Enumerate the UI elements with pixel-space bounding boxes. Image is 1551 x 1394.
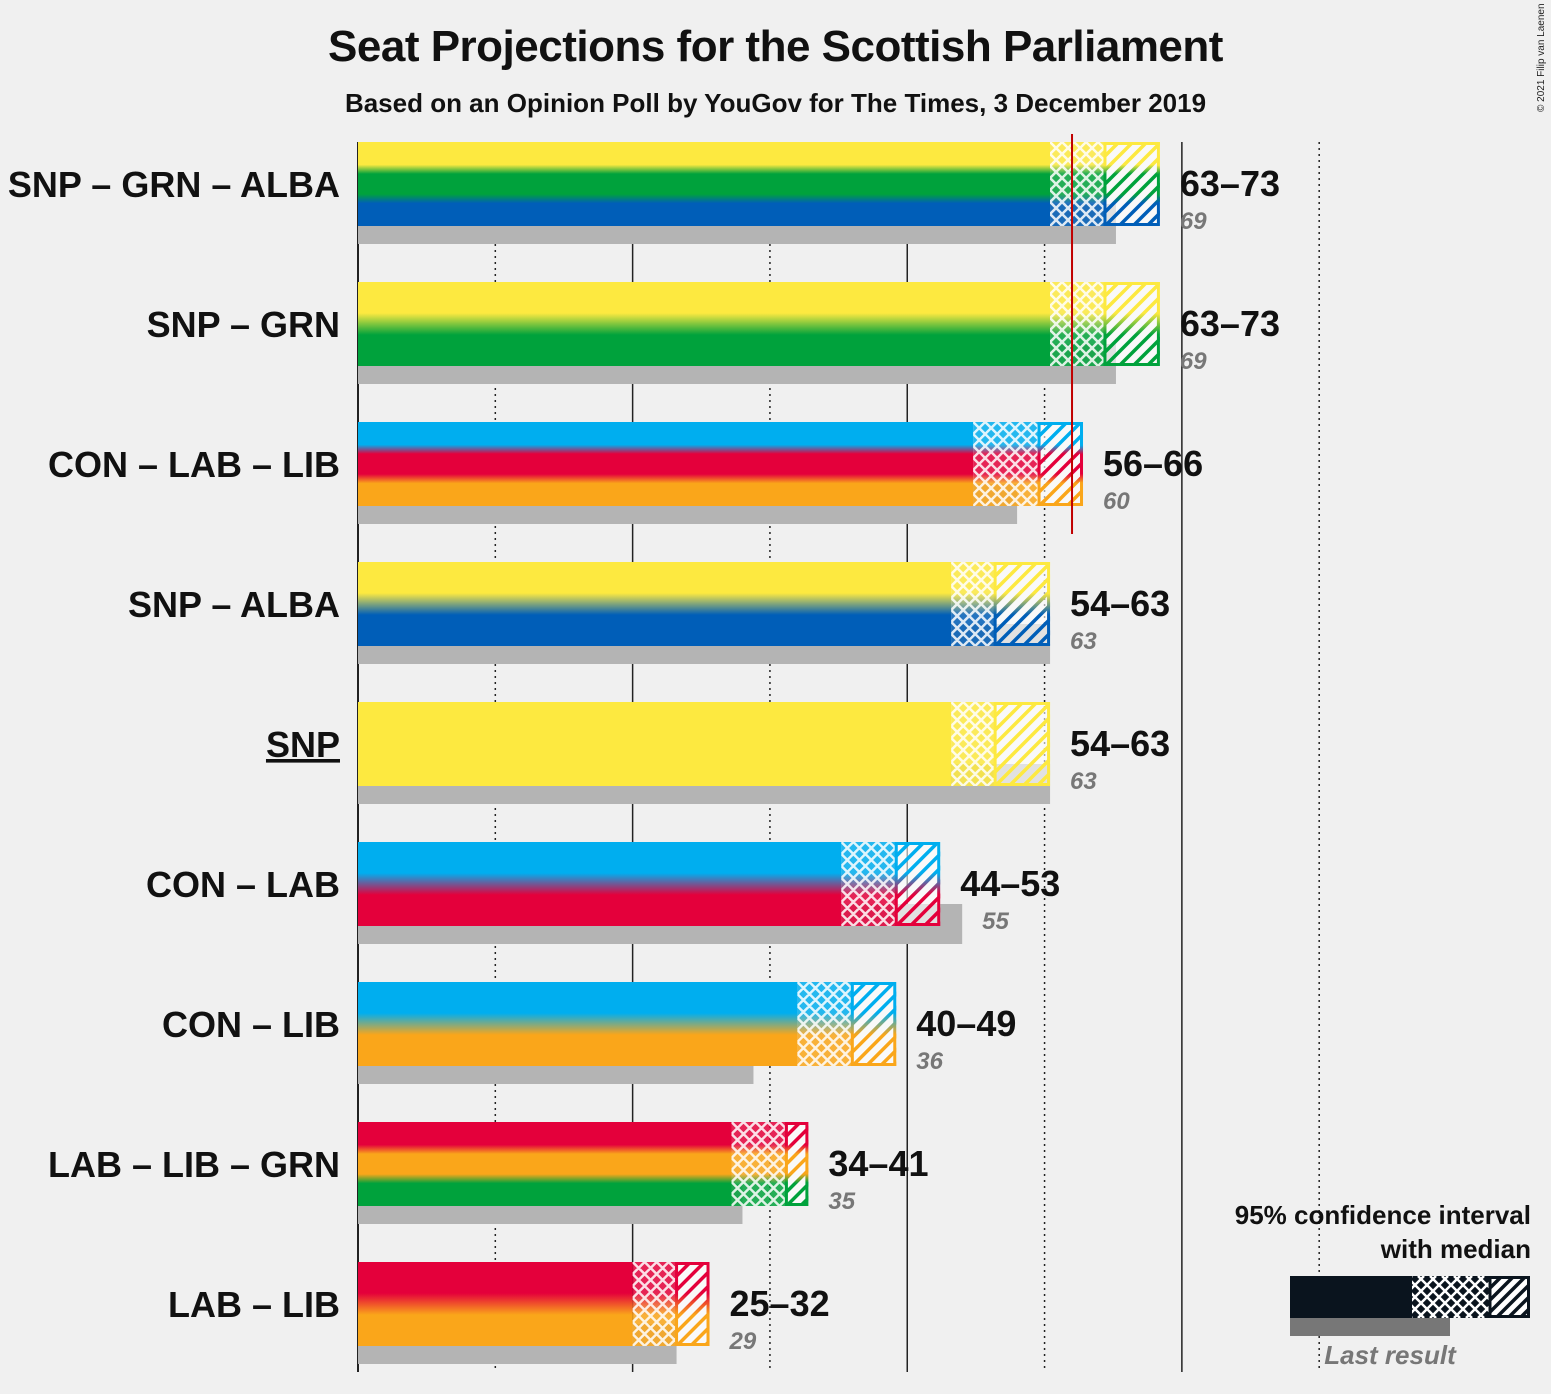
legend xyxy=(1290,1276,1530,1336)
last-result-label: 29 xyxy=(729,1328,757,1355)
chart-row: SNP – GRN 63–73 69 xyxy=(147,282,1280,384)
last-result-label: 60 xyxy=(1103,488,1130,515)
range-label: 40–49 xyxy=(916,1003,1016,1044)
range-label: 25–32 xyxy=(730,1283,830,1324)
range-label: 54–63 xyxy=(1070,723,1170,764)
last-result-label: 63 xyxy=(1070,628,1097,655)
range-label: 63–73 xyxy=(1180,163,1280,204)
row-label: LAB – LIB xyxy=(168,1284,340,1325)
row-label: SNP – GRN – ALBA xyxy=(8,164,340,205)
bar-rows: SNP – GRN – ALBA 63–73 69 SNP – GRN 63–73 69 C… xyxy=(8,134,1280,1364)
projection-bar xyxy=(358,422,974,506)
interval-low-median xyxy=(797,982,853,1066)
chart-row: LAB – LIB 25–32 29 xyxy=(168,1262,830,1364)
chart-row: LAB – LIB – GRN 34–41 35 xyxy=(48,1122,928,1224)
legend-title-line1: 95% confidence interval xyxy=(1234,1200,1531,1230)
row-label: SNP – GRN xyxy=(147,304,340,345)
last-result-label: 69 xyxy=(1180,208,1207,235)
row-label: CON – LAB xyxy=(146,864,340,905)
interval-low-median xyxy=(951,702,996,786)
chart-title: Seat Projections for the Scottish Parlia… xyxy=(328,22,1223,71)
projection-bar xyxy=(358,142,1051,226)
projection-bar xyxy=(358,1262,633,1346)
projection-bar xyxy=(358,282,1051,366)
legend-solid-bar xyxy=(1290,1276,1412,1318)
row-label: CON – LIB xyxy=(162,1004,340,1045)
interval-low-median xyxy=(973,422,1040,506)
chart-row: SNP – ALBA 54–63 63 xyxy=(128,562,1170,664)
range-label: 63–73 xyxy=(1180,303,1280,344)
projection-bar xyxy=(358,982,798,1066)
last-result-label: 63 xyxy=(1070,768,1097,795)
projection-bar xyxy=(358,842,842,926)
chart-row: CON – LAB 44–53 55 xyxy=(146,842,1060,944)
chart-row: SNP – GRN – ALBA 63–73 69 xyxy=(8,142,1280,244)
last-result-label: 69 xyxy=(1180,348,1207,375)
interval-median-high xyxy=(675,1262,710,1346)
row-label: SNP xyxy=(266,724,340,765)
interval-median-high xyxy=(993,702,1051,786)
last-result-label: 36 xyxy=(916,1048,943,1075)
legend-last-result-label: Last result xyxy=(1324,1340,1456,1370)
interval-low-median xyxy=(951,562,996,646)
chart-row: CON – LAB – LIB 56–66 60 xyxy=(48,422,1203,524)
interval-median-high xyxy=(784,1122,809,1206)
projection-bar xyxy=(358,562,952,646)
interval-low-median xyxy=(632,1262,677,1346)
range-label: 56–66 xyxy=(1103,443,1203,484)
interval-median-high xyxy=(850,982,897,1066)
range-label: 44–53 xyxy=(960,863,1060,904)
row-label: LAB – LIB – GRN xyxy=(48,1144,340,1185)
row-label: SNP – ALBA xyxy=(128,584,340,625)
last-result-label: 55 xyxy=(982,908,1009,935)
projection-bar xyxy=(358,702,952,786)
last-result-label: 35 xyxy=(828,1188,855,1215)
interval-median-high xyxy=(1103,282,1160,366)
chart-row: SNP 54–63 63 xyxy=(266,702,1170,804)
interval-median-high xyxy=(894,842,941,926)
interval-median-high xyxy=(1103,142,1160,226)
range-label: 54–63 xyxy=(1070,583,1170,624)
chart-row: CON – LIB 40–49 36 xyxy=(162,982,1016,1084)
projection-bar xyxy=(358,1122,732,1206)
legend-title-line2: with median xyxy=(1380,1234,1531,1264)
chart-subtitle: Based on an Opinion Poll by YouGov for T… xyxy=(344,88,1207,118)
interval-median-high xyxy=(1037,422,1084,506)
row-label: CON – LAB – LIB xyxy=(48,444,340,485)
interval-median-high xyxy=(993,562,1051,646)
range-label: 34–41 xyxy=(828,1143,928,1184)
legend-title: 95% confidence interval with median xyxy=(1211,1198,1531,1266)
